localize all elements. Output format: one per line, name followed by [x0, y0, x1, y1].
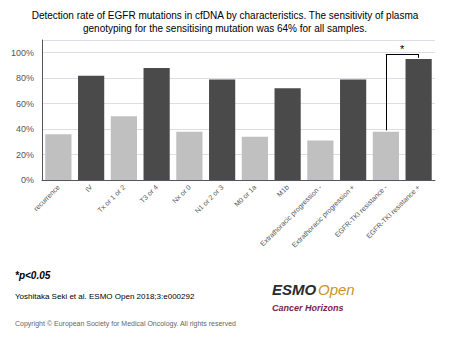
svg-text:genotyping for the sensitising: genotyping for the sensitising mutation …: [83, 23, 367, 34]
svg-text:Nx or 0: Nx or 0: [171, 183, 192, 204]
svg-text:0%: 0%: [21, 175, 34, 185]
svg-text:*p<0.05: *p<0.05: [15, 270, 51, 281]
svg-text:ESMO: ESMO: [272, 281, 317, 298]
svg-text:40%: 40%: [16, 124, 34, 134]
svg-text:Extrathoracic progression -: Extrathoracic progression -: [259, 183, 324, 248]
svg-text:EGFR-TKI resistance -: EGFR-TKI resistance -: [333, 183, 388, 238]
svg-text:Open: Open: [318, 281, 355, 298]
svg-text:Yoshitaka Seki et al. ESMO Ope: Yoshitaka Seki et al. ESMO Open 2018;3:e…: [15, 292, 195, 301]
svg-text:N1 or 2 or 3: N1 or 2 or 3: [194, 183, 225, 214]
svg-text:Cancer Horizons: Cancer Horizons: [272, 303, 344, 313]
svg-text:20%: 20%: [16, 150, 34, 160]
svg-text:Tx or 1 or 2: Tx or 1 or 2: [96, 183, 126, 213]
svg-text:recurrence: recurrence: [32, 183, 61, 212]
svg-text:Copyright © European Society f: Copyright © European Society for Medical…: [15, 320, 236, 328]
svg-text:Detection rate of EGFR mutatio: Detection rate of EGFR mutations in cfDN…: [32, 10, 419, 21]
svg-text:*: *: [400, 43, 405, 55]
svg-text:M0 or 1a: M0 or 1a: [233, 183, 258, 208]
svg-text:Extrathoracic progression +: Extrathoracic progression +: [290, 184, 356, 250]
svg-text:M1b: M1b: [276, 183, 291, 198]
svg-text:IV: IV: [84, 183, 94, 193]
svg-text:60%: 60%: [16, 99, 34, 109]
svg-text:EGFR-TKI resistance +: EGFR-TKI resistance +: [365, 184, 421, 240]
svg-text:80%: 80%: [16, 73, 34, 83]
svg-text:100%: 100%: [11, 48, 34, 58]
svg-text:T3 or 4: T3 or 4: [138, 183, 159, 204]
